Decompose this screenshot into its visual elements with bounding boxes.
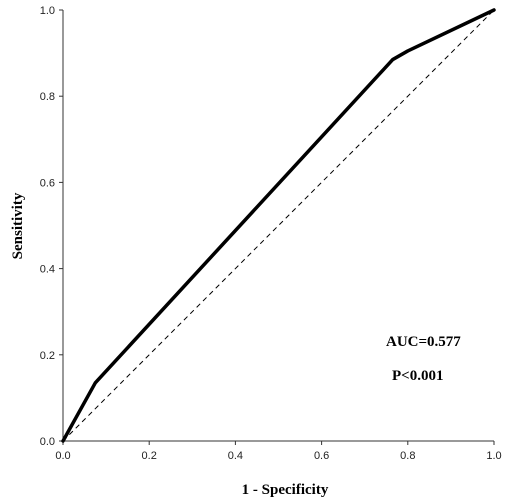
y-tick-label: 0.4	[40, 264, 55, 276]
series-layer	[61, 8, 496, 443]
y-tick-label: 0.2	[40, 350, 55, 362]
y-tick-label: 0.8	[40, 91, 55, 103]
x-tick-label: 1.0	[486, 450, 501, 462]
x-tick-label: 0.4	[228, 450, 243, 462]
y-axis-ticks: 0.0 0.2 0.4 0.6 0.8 1.0	[40, 5, 63, 448]
x-tick-label: 0.2	[142, 450, 157, 462]
y-tick-label: 0.0	[40, 436, 55, 448]
y-tick-label: 0.6	[40, 177, 55, 189]
plot-frame	[62, 10, 494, 442]
p-value-annotation: P<0.001	[392, 368, 443, 384]
x-tick-label: 0.8	[400, 450, 415, 462]
x-tick-label: 0.0	[55, 450, 70, 462]
x-axis-title: 1 - Specificity	[242, 482, 329, 498]
auc-annotation: AUC=0.577	[386, 334, 461, 350]
x-tick-label: 0.6	[314, 450, 329, 462]
x-axis-ticks: 0.0 0.2 0.4 0.6 0.8 1.0	[55, 441, 502, 462]
y-tick-label: 1.0	[40, 5, 55, 17]
y-axis-title: Sensitivity	[10, 192, 26, 259]
reference-diagonal-line	[62, 9, 495, 442]
roc-curve-line	[61, 8, 496, 443]
